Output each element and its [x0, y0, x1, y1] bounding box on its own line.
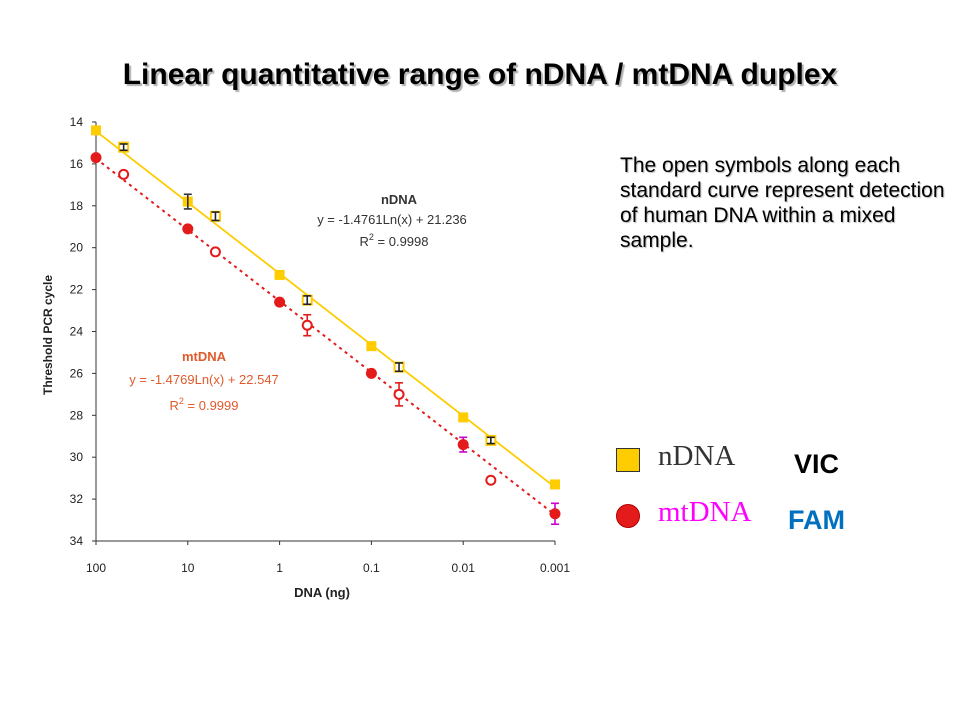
legend-label-mtdna: mtDNA [658, 496, 752, 528]
ndna-point [274, 269, 285, 280]
y-tick-label: 22 [70, 283, 84, 297]
y-tick-label: 32 [70, 492, 84, 506]
page-title: Linear quantitative range of nDNA / mtDN… [122, 58, 838, 91]
mtdna-open-point [485, 474, 497, 486]
ndna-r2-value: = 0.9998 [374, 234, 429, 249]
mtdna-r2-value: = 0.9999 [184, 398, 239, 413]
legend-label-ndna: nDNA [658, 440, 736, 472]
x-axis-label: DNA (ng) [294, 585, 350, 600]
ndna-series-label: nDNA [381, 192, 418, 207]
y-tick-label: 28 [70, 408, 84, 422]
fit-annotations: nDNA y = -1.4761Ln(x) + 21.236 R2 = 0.99… [41, 192, 467, 600]
mtdna-point [365, 367, 377, 379]
ndna-r2-exp: 2 [369, 232, 374, 242]
chart-marks [90, 125, 561, 526]
explanatory-note: The open symbols along each standard cur… [620, 154, 945, 252]
mtdna-series-label: mtDNA [182, 349, 227, 364]
ndna-r2: R2 = 0.9998 [360, 232, 429, 249]
x-tick-label: 10 [181, 561, 195, 575]
x-tick-label: 0.1 [363, 561, 380, 575]
ndna-point [366, 341, 377, 352]
legend-square-swatch [616, 448, 640, 472]
mtdna-fit-line [95, 157, 556, 516]
y-tick-label: 20 [70, 241, 84, 255]
y-tick-label: 18 [70, 199, 84, 213]
mtdna-open-point [118, 168, 130, 180]
fit-lines [95, 130, 556, 516]
mtdna-r2-label: R [170, 398, 179, 413]
ndna-fit-line [95, 130, 556, 488]
y-tick-label: 24 [70, 325, 84, 339]
y-tick-label: 14 [70, 115, 84, 129]
y-tick-label: 30 [70, 450, 84, 464]
mtdna-point [90, 152, 102, 164]
legend-dye-fam: FAM [788, 505, 845, 535]
x-tick-label: 1 [276, 561, 283, 575]
mtdna-point [549, 508, 561, 520]
y-tick-label: 26 [70, 366, 84, 380]
y-tick-label: 34 [70, 534, 84, 548]
mtdna-open-point [393, 388, 405, 400]
mtdna-open-point [209, 246, 221, 258]
ndna-fit-equation: y = -1.4761Ln(x) + 21.236 [317, 212, 467, 227]
ndna-point [550, 479, 560, 490]
mtdna-point [274, 296, 286, 308]
mtdna-r2: R2 = 0.9999 [170, 396, 239, 413]
mtdna-open-point [301, 319, 313, 331]
mtdna-fit-equation: y = -1.4769Ln(x) + 22.547 [129, 372, 279, 387]
ndna-r2-label: R [360, 234, 369, 249]
mtdna-point [457, 439, 469, 451]
legend-dye-vic: VIC [794, 449, 840, 479]
ndna-point [91, 125, 101, 136]
y-axis-label: Threshold PCR cycle [41, 275, 55, 395]
x-tick-label: 0.001 [540, 561, 570, 575]
ndna-point [458, 412, 469, 423]
legend-circle-swatch [616, 504, 640, 528]
mtdna-r2-exp: 2 [179, 396, 184, 406]
y-tick-label: 16 [70, 157, 84, 171]
mtdna-point [182, 223, 194, 235]
x-tick-label: 100 [86, 561, 106, 575]
x-tick-label: 0.01 [452, 561, 476, 575]
